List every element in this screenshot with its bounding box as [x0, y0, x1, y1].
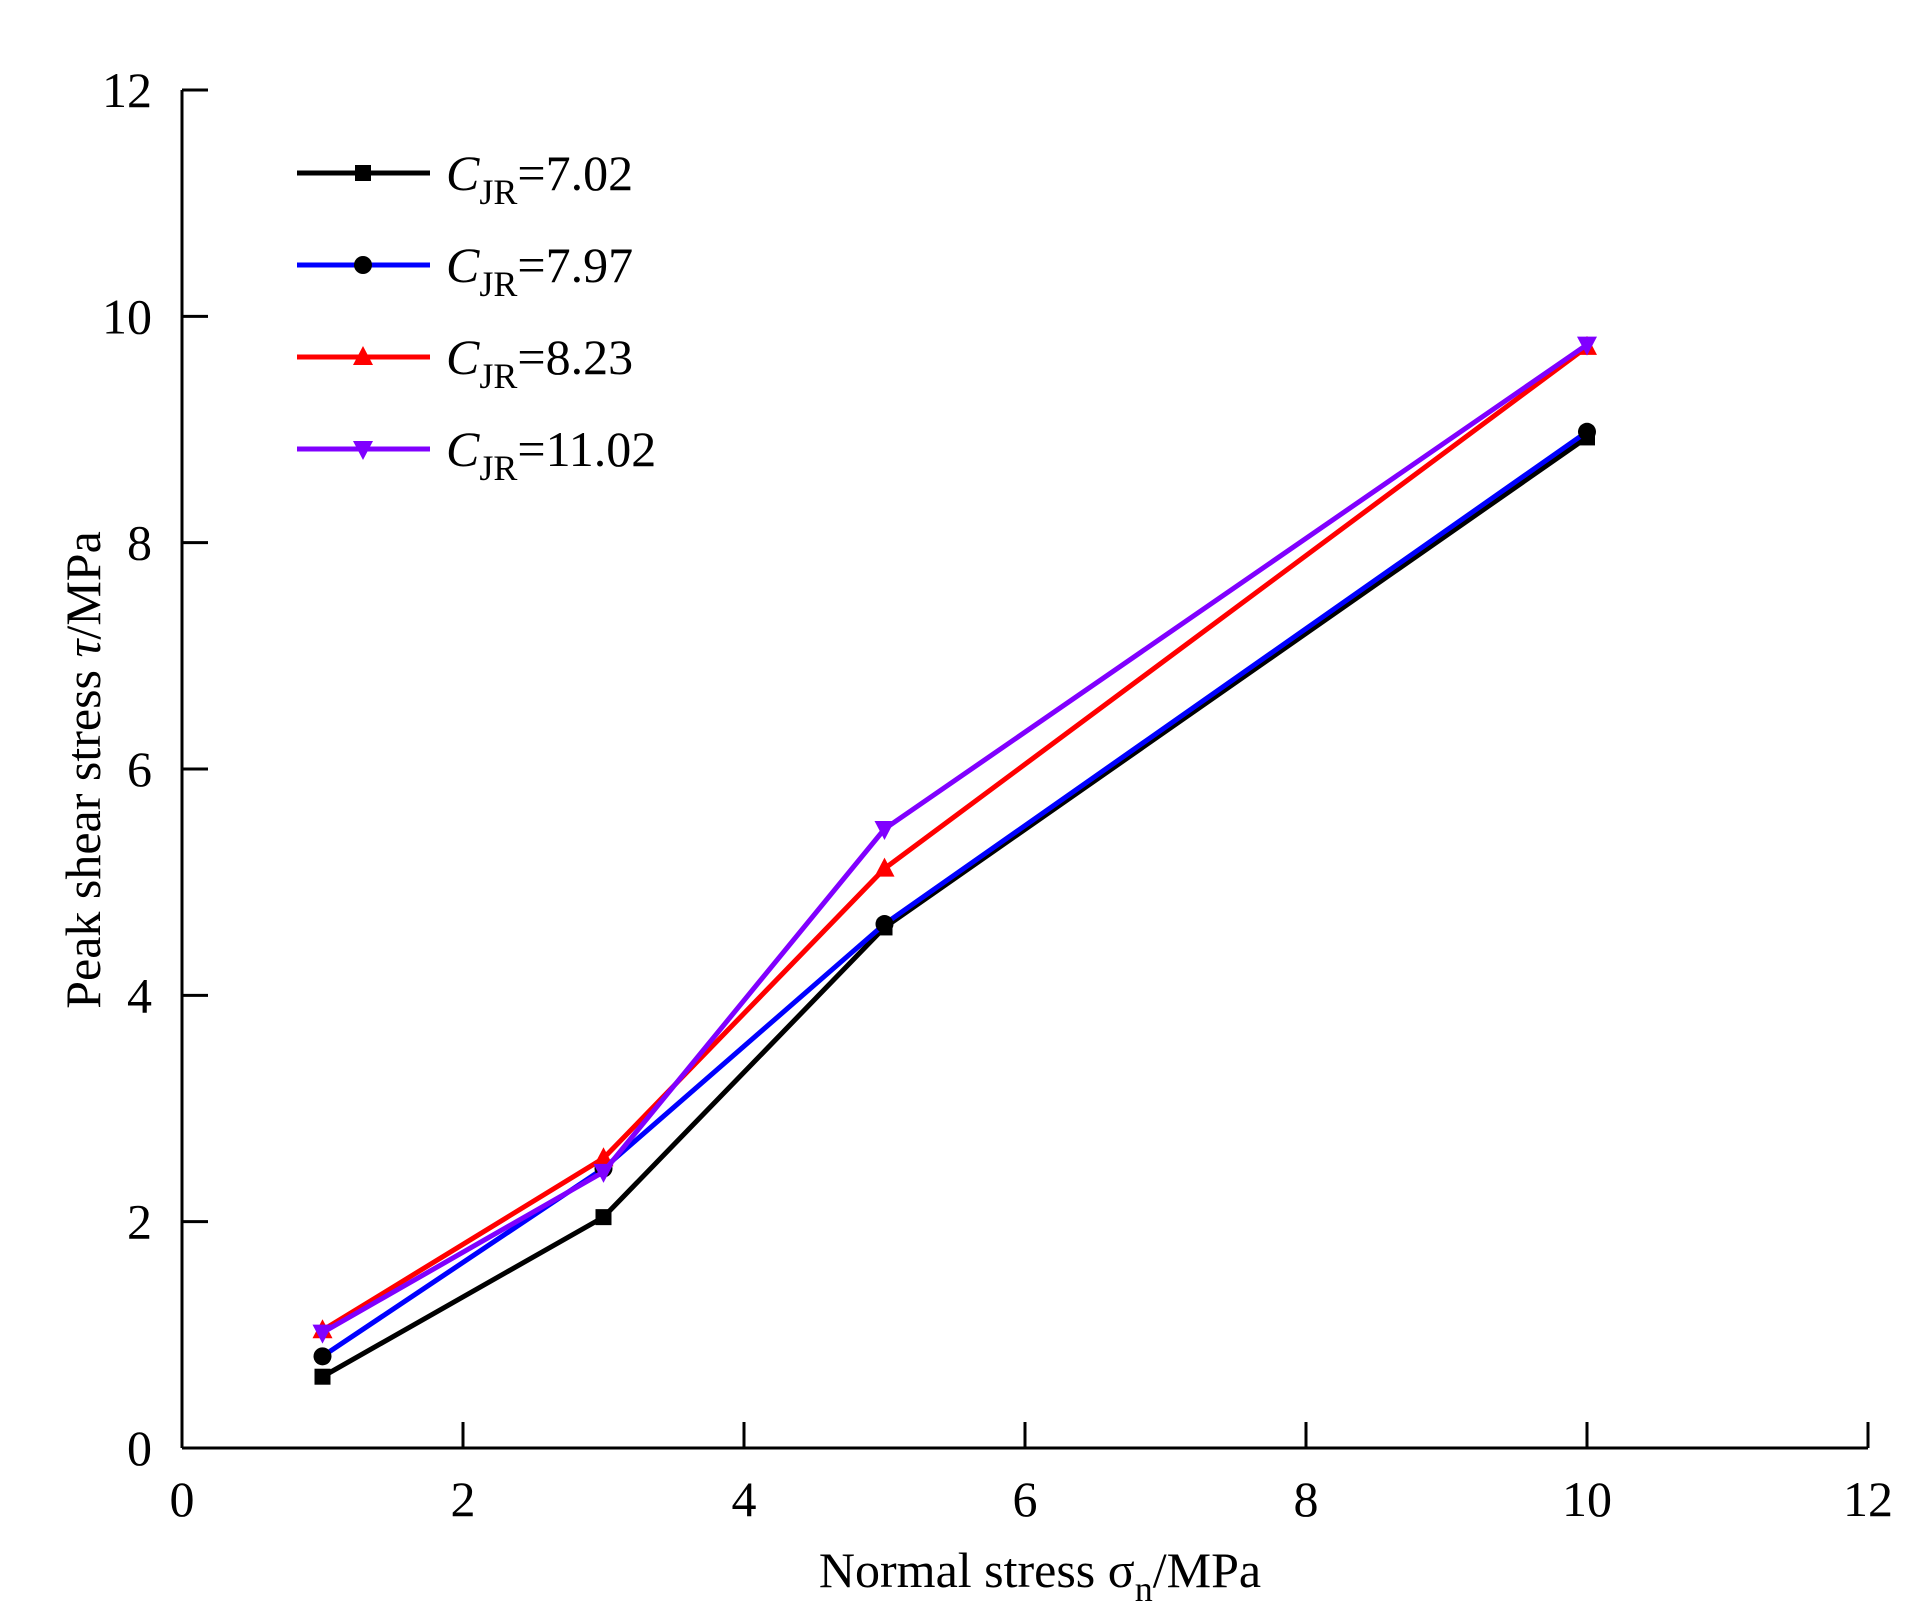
legend-item: CJR=7.97	[297, 237, 633, 304]
data-point	[314, 1368, 331, 1385]
legend-item: CJR=7.02	[297, 145, 633, 212]
data-point	[312, 1324, 333, 1344]
data-point	[1577, 336, 1597, 356]
x-tick-label: 12	[1843, 1471, 1893, 1527]
y-tick-label: 4	[127, 967, 152, 1023]
data-point	[595, 1209, 612, 1226]
legend-label: CJR=7.97	[446, 237, 633, 304]
series-line	[321, 429, 1589, 1359]
data-point	[593, 1147, 614, 1167]
data-point	[1578, 422, 1596, 441]
legend-label: CJR=8.23	[446, 329, 633, 396]
legend: CJR=7.02 CJR=7.97 CJR=8.23 CJR=11.02	[297, 145, 656, 488]
y-tick-label: 12	[102, 62, 152, 118]
legend-marker	[353, 346, 373, 365]
y-tick-label: 2	[127, 1194, 152, 1250]
legend-item: CJR=11.02	[297, 421, 656, 488]
axes: 0 2 4 6 8 10 12 0 2 4 6 8 10 12	[102, 62, 1893, 1527]
series-line	[321, 435, 1589, 1379]
series-line	[321, 342, 1589, 1335]
plot-series	[312, 335, 1597, 1385]
x-axis-title: Normal stress σn/MPa	[819, 1542, 1261, 1609]
y-tick-label: 8	[127, 515, 152, 571]
data-point	[874, 857, 895, 877]
data-point	[875, 915, 894, 934]
data-point	[874, 820, 895, 840]
legend-marker	[353, 441, 373, 460]
x-tick-label: 6	[1013, 1471, 1038, 1527]
legend-item: CJR=8.23	[297, 329, 633, 396]
y-tick-label: 0	[127, 1420, 152, 1476]
series-line	[321, 344, 1589, 1333]
series-4	[312, 336, 1597, 1344]
y-tick-label: 6	[127, 741, 152, 797]
x-tick-label: 2	[451, 1471, 476, 1527]
x-tick-label: 10	[1562, 1471, 1612, 1527]
x-tick-label: 0	[170, 1471, 195, 1527]
legend-marker	[355, 165, 371, 181]
y-tick-label: 10	[102, 288, 152, 344]
legend-label: CJR=7.02	[446, 145, 633, 212]
data-point	[313, 1347, 332, 1366]
y-axis-title: Peak shear stress τ/MPa	[55, 531, 111, 1009]
legend-label: CJR=11.02	[446, 421, 656, 488]
x-tick-label: 4	[732, 1471, 757, 1527]
legend-marker	[354, 256, 372, 274]
data-point	[593, 1163, 614, 1183]
x-tick-label: 8	[1294, 1471, 1319, 1527]
series-1	[314, 429, 1595, 1385]
